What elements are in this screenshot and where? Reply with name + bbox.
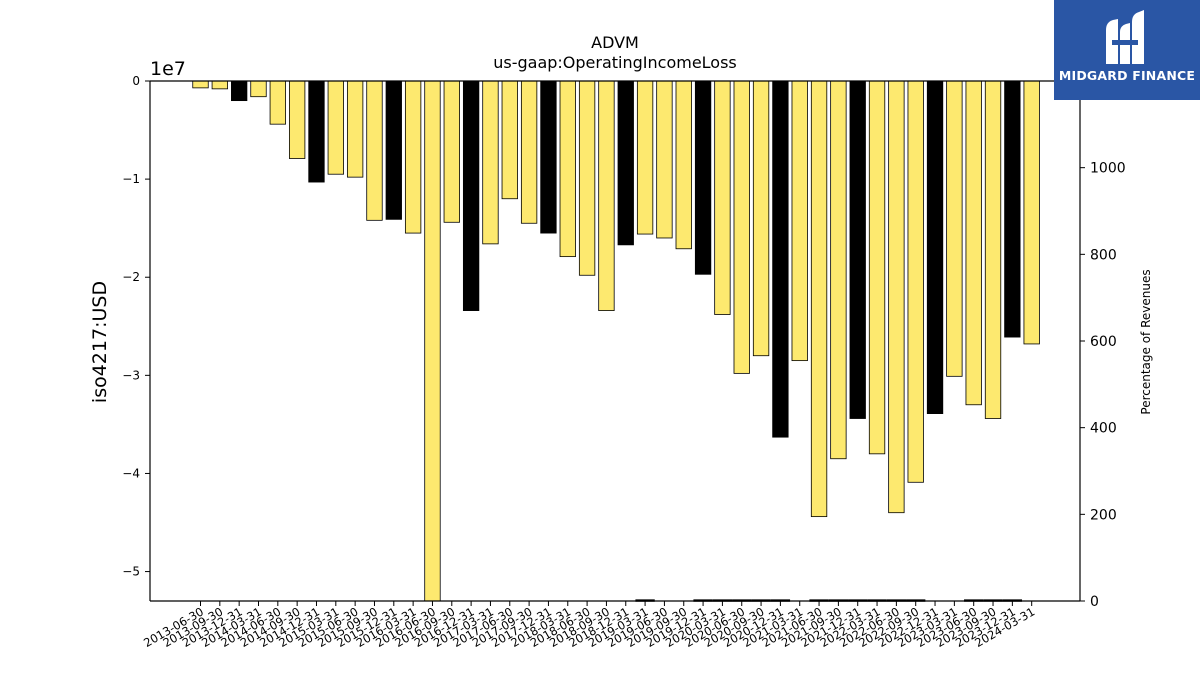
- y2-tick-label: 400: [1090, 421, 1117, 437]
- bar: [385, 80, 402, 220]
- bar: [1004, 80, 1021, 338]
- bar: [675, 80, 692, 250]
- bars-group: [192, 80, 1040, 602]
- y2-tick-label: 600: [1090, 334, 1117, 350]
- bar: [946, 80, 963, 377]
- bar: [733, 80, 750, 374]
- bar: [830, 80, 847, 460]
- midgard-finance-logo: MIDGARD FINANCE: [1054, 0, 1200, 100]
- y-tick-label: −2: [122, 270, 140, 284]
- bar: [366, 80, 383, 221]
- bar: [636, 80, 654, 235]
- bar: [540, 80, 557, 234]
- logo-text: MIDGARD FINANCE: [1058, 68, 1196, 83]
- bar: [501, 80, 518, 200]
- y-tick-label: −3: [122, 368, 140, 382]
- bar: [617, 80, 634, 246]
- logo-mark-icon: [1106, 10, 1144, 64]
- bar: [888, 80, 905, 514]
- y2-axis-label: Percentage of Revenues: [1139, 269, 1153, 414]
- bar: [907, 80, 924, 483]
- bar: [231, 80, 248, 102]
- bar: [868, 80, 886, 455]
- bar: [810, 80, 828, 518]
- bar: [424, 80, 441, 602]
- bar: [772, 80, 789, 438]
- y-tick-label: −4: [122, 466, 140, 480]
- y-tick-label: −1: [122, 172, 140, 186]
- bar: [598, 80, 615, 311]
- y2-tick-label: 0: [1090, 594, 1099, 610]
- bar: [1023, 80, 1040, 345]
- bar: [849, 80, 866, 419]
- y-offset-text: 1e7: [150, 58, 186, 80]
- bar: [520, 80, 538, 224]
- bar: [752, 80, 770, 357]
- bar: [192, 80, 209, 89]
- bar: [482, 80, 499, 245]
- bar: [250, 80, 267, 98]
- bar: [404, 80, 422, 234]
- y2-tick-label: 200: [1090, 507, 1117, 523]
- bar: [714, 80, 731, 315]
- y2-tick-label: 800: [1090, 247, 1117, 263]
- bar: [308, 80, 325, 183]
- y-axis-label: iso4217:USD: [89, 281, 111, 403]
- bar: [211, 80, 228, 90]
- chart-subtitle: us-gaap:OperatingIncomeLoss: [493, 53, 737, 72]
- bar: [346, 80, 364, 178]
- bar: [443, 80, 460, 223]
- bar: [656, 80, 673, 239]
- bar: [288, 80, 306, 159]
- y2-tick-label: 1000: [1090, 161, 1126, 177]
- bar: [462, 80, 480, 311]
- bar: [694, 80, 712, 275]
- bar: [269, 80, 286, 125]
- axes-group: 0−1−2−3−4−5020040060080010002013-06-3020…: [122, 74, 1125, 650]
- bar: [965, 80, 982, 406]
- bar: [984, 80, 1002, 419]
- bar: [578, 80, 596, 276]
- y-tick-label: 0: [132, 74, 140, 88]
- bar: [559, 80, 576, 258]
- chart-title: ADVM: [591, 33, 639, 52]
- y-tick-label: −5: [122, 565, 140, 579]
- bar: [926, 80, 944, 415]
- bar: [791, 80, 808, 362]
- bar: [327, 80, 344, 175]
